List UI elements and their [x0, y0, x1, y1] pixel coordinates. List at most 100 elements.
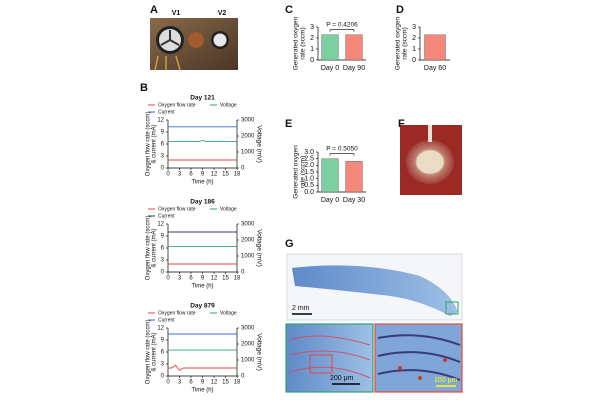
x-tick-label: 0 — [166, 380, 170, 386]
y-tick-label: 3 — [310, 24, 314, 31]
y-axis-label: Generated oxygen — [395, 16, 402, 70]
y-tick-label: 2 — [310, 35, 314, 42]
y-axis-label: & current (mA) — [152, 228, 158, 267]
y2-tick-label: 3000 — [241, 118, 255, 124]
x-tick-label: 0 — [166, 276, 170, 282]
x-tick-label: 12 — [211, 172, 218, 178]
x-tick-label: 18 — [234, 380, 241, 386]
chart-title: Day 879 — [190, 303, 215, 310]
x-tick-label: 9 — [201, 172, 205, 178]
x-tick-label: 12 — [211, 276, 218, 282]
y-tick-label: 9 — [161, 234, 165, 240]
legend-label: Voltage — [220, 102, 237, 108]
legend-label: Current — [158, 109, 175, 115]
x-tick-label: Day 90 — [343, 65, 365, 72]
y2-tick-label: 0 — [241, 166, 245, 172]
scale-label: 2 mm — [292, 305, 310, 312]
y-tick-label: 12 — [157, 222, 164, 228]
bar — [424, 34, 446, 61]
series-line — [168, 364, 237, 372]
significance-bracket — [329, 153, 355, 156]
y-axis-label: Oxygen flow rate (sccm) — [146, 216, 152, 281]
photo-label: V1 — [172, 10, 181, 17]
legend-label: Voltage — [220, 310, 237, 316]
x-tick-label: 3 — [178, 380, 182, 386]
y-tick-label: 2.5 — [304, 156, 314, 163]
legend-label: Current — [158, 317, 175, 323]
y-tick-label: 12 — [157, 118, 164, 124]
bar — [321, 158, 339, 193]
y-axis-label: rate (sccm) — [300, 156, 307, 189]
y2-axis-label: Voltage (mV) — [255, 229, 262, 267]
x-tick-label: Day 60 — [424, 65, 446, 72]
y2-tick-label: 1000 — [241, 254, 255, 260]
x-tick-label: 18 — [234, 172, 241, 178]
y2-tick-label: 0 — [241, 270, 245, 276]
bar — [345, 161, 363, 193]
y-tick-label: 1.5 — [304, 169, 314, 176]
annotation: P = 0.4206 — [326, 21, 358, 28]
legend-label: Voltage — [220, 206, 237, 212]
x-tick-label: 15 — [222, 276, 229, 282]
x-tick-label: 3 — [178, 276, 182, 282]
y2-tick-label: 3000 — [241, 222, 255, 228]
chart-title: Day 186 — [190, 199, 215, 206]
significance-bracket — [329, 29, 355, 32]
panel-label: B — [140, 82, 148, 94]
y-tick-label: 2.0 — [304, 162, 314, 169]
panel-label: G — [285, 238, 294, 250]
photo-g — [285, 253, 463, 393]
x-tick-label: Day 0 — [321, 197, 339, 204]
legend-label: Current — [158, 213, 175, 219]
y-tick-label: 6 — [161, 142, 165, 148]
y-tick-label: 0.5 — [304, 182, 314, 189]
y2-tick-label: 2000 — [241, 342, 255, 348]
y2-axis-label: Voltage (mV) — [255, 125, 262, 163]
y-tick-label: 0 — [412, 57, 416, 64]
x-tick-label: 15 — [222, 172, 229, 178]
y-tick-label: 9 — [161, 130, 165, 136]
photo-f — [400, 125, 462, 195]
annotation: P = 0.5050 — [326, 145, 358, 152]
legend-label: Oxygen flow rate — [158, 206, 196, 212]
y-tick-label: 0 — [161, 374, 165, 380]
legend-label: Oxygen flow rate — [158, 310, 196, 316]
x-tick-label: 6 — [189, 380, 193, 386]
panel-label: C — [285, 4, 293, 16]
bar — [345, 34, 363, 61]
y-tick-label: 12 — [157, 326, 164, 332]
y2-tick-label: 1000 — [241, 150, 255, 156]
x-axis-label: Time (h) — [191, 180, 213, 186]
y2-tick-label: 2000 — [241, 134, 255, 140]
y-tick-label: 1 — [412, 46, 416, 53]
x-tick-label: 9 — [201, 276, 205, 282]
y-tick-label: 3 — [161, 154, 165, 160]
y-tick-label: 0 — [310, 57, 314, 64]
panel-label: E — [285, 118, 292, 130]
y-axis-label: Generated oxygen — [293, 16, 300, 70]
y2-axis-label: Voltage (mV) — [255, 333, 262, 371]
y2-tick-label: 2000 — [241, 238, 255, 244]
scale-label: 200 μm — [330, 375, 354, 382]
y-tick-label: 6 — [161, 350, 165, 356]
x-axis-label: Time (h) — [191, 388, 213, 394]
photo-label: V2 — [218, 10, 227, 17]
y-tick-label: 1 — [310, 46, 314, 53]
y-axis-label: Oxygen flow rate (sccm) — [146, 320, 152, 385]
panel-label: F — [398, 118, 405, 130]
y-tick-label: 9 — [161, 338, 165, 344]
y2-tick-label: 3000 — [241, 326, 255, 332]
y-axis-label: rate (sccm) — [402, 27, 409, 60]
chart-title: Day 121 — [190, 95, 215, 102]
y-axis-label: Generated oxygen — [293, 145, 300, 199]
x-tick-label: 3 — [178, 172, 182, 178]
y-axis-label: Oxygen flow rate (sccm) — [146, 112, 152, 177]
y-axis-label: & current (mA) — [152, 124, 158, 163]
x-tick-label: 0 — [166, 172, 170, 178]
legend-label: Oxygen flow rate — [158, 102, 196, 108]
x-tick-label: 6 — [189, 276, 193, 282]
y2-tick-label: 0 — [241, 374, 245, 380]
scale-label: 100 μm — [434, 377, 458, 384]
y-axis-label: & current (mA) — [152, 332, 158, 371]
